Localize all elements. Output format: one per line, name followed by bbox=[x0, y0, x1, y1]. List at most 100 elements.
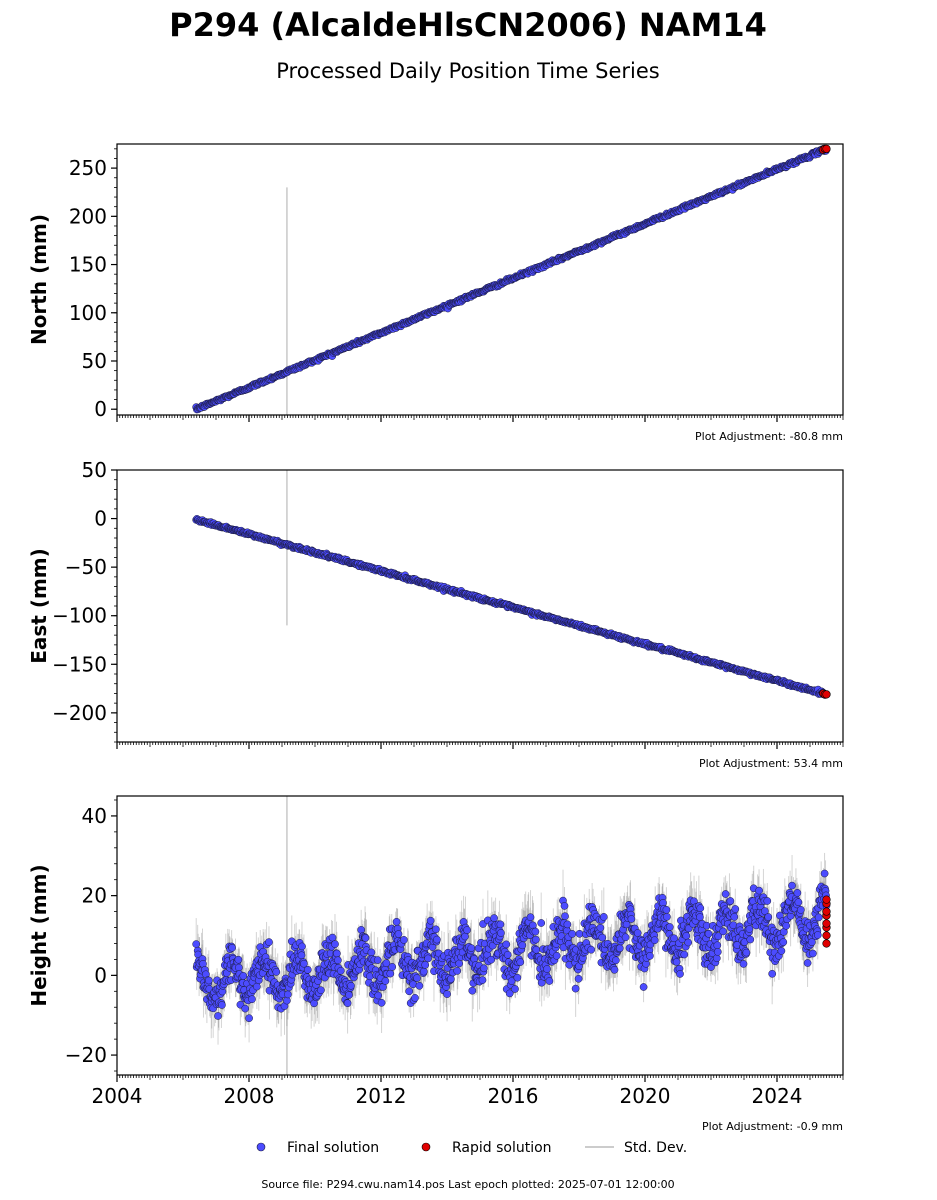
y-tick-label: 0 bbox=[94, 397, 107, 421]
y-tick-label: 200 bbox=[69, 204, 107, 228]
final-point bbox=[297, 951, 306, 960]
final-point bbox=[478, 976, 487, 984]
final-point bbox=[253, 982, 261, 991]
final-point bbox=[343, 999, 352, 1008]
final-point bbox=[497, 929, 505, 937]
final-point bbox=[532, 935, 540, 944]
final-point bbox=[300, 959, 308, 968]
final-point bbox=[272, 968, 281, 976]
axes-frame bbox=[116, 469, 844, 743]
final-point bbox=[599, 913, 608, 921]
final-point bbox=[421, 961, 430, 969]
final-point bbox=[627, 915, 636, 923]
final-point bbox=[712, 954, 721, 963]
final-point bbox=[560, 902, 569, 910]
y-axis-label: East (mm) bbox=[27, 548, 51, 664]
rapid-solution-points bbox=[819, 144, 831, 154]
final-point bbox=[433, 935, 441, 944]
final-point bbox=[511, 985, 519, 993]
final-point bbox=[726, 897, 735, 905]
final-point bbox=[680, 950, 689, 959]
final-point bbox=[531, 927, 540, 936]
final-point bbox=[639, 983, 648, 991]
final-point bbox=[745, 925, 754, 933]
final-point bbox=[574, 974, 583, 983]
final-point bbox=[571, 984, 580, 993]
final-point bbox=[713, 948, 722, 956]
final-point bbox=[730, 913, 739, 921]
final-point bbox=[682, 932, 691, 940]
final-point bbox=[381, 977, 390, 985]
east-panel: −200 −150 −100 −50 0 50 East (mm) Plot Adjustme… bbox=[27, 458, 844, 770]
final-point bbox=[621, 933, 630, 942]
final-point bbox=[794, 898, 803, 907]
final-point bbox=[235, 963, 243, 972]
final-point bbox=[650, 936, 659, 945]
final-point bbox=[331, 940, 339, 948]
final-point bbox=[192, 940, 201, 948]
final-point bbox=[526, 913, 535, 922]
final-point bbox=[405, 987, 414, 996]
final-point bbox=[468, 986, 477, 995]
final-point bbox=[373, 956, 382, 964]
final-point bbox=[411, 994, 419, 1002]
final-point bbox=[382, 959, 391, 968]
final-point bbox=[684, 938, 693, 947]
final-point bbox=[796, 906, 805, 914]
final-point bbox=[357, 926, 366, 934]
rapid-point bbox=[822, 144, 831, 153]
y-tick-label: −50 bbox=[65, 555, 107, 579]
chart-subtitle: Processed Daily Position Time Series bbox=[276, 59, 660, 83]
final-point bbox=[782, 921, 791, 930]
plot-area bbox=[192, 144, 831, 415]
final-point bbox=[646, 952, 654, 960]
final-point bbox=[704, 929, 713, 938]
final-point bbox=[563, 920, 572, 929]
final-point bbox=[386, 969, 395, 978]
final-point bbox=[336, 966, 345, 975]
final-point bbox=[361, 934, 370, 942]
final-point bbox=[366, 972, 374, 981]
y-tick-label: −200 bbox=[52, 701, 107, 725]
y-tick-label: 150 bbox=[69, 253, 107, 277]
final-point bbox=[721, 890, 730, 898]
final-point bbox=[516, 958, 525, 966]
final-point bbox=[532, 945, 541, 954]
final-point bbox=[298, 942, 306, 951]
final-point bbox=[419, 967, 428, 976]
final-point bbox=[248, 995, 256, 1004]
final-point bbox=[496, 920, 505, 929]
final-point bbox=[764, 913, 773, 921]
final-point bbox=[426, 916, 435, 925]
final-point bbox=[345, 991, 353, 999]
final-point bbox=[455, 959, 464, 968]
final-point bbox=[415, 981, 424, 990]
final-point bbox=[367, 948, 376, 957]
final-point bbox=[480, 964, 488, 973]
final-point bbox=[719, 927, 727, 936]
final-point bbox=[394, 930, 403, 938]
final-point bbox=[245, 1014, 253, 1023]
final-point bbox=[392, 917, 401, 926]
final-point bbox=[214, 1012, 222, 1020]
final-point bbox=[672, 958, 681, 966]
final-point bbox=[241, 1004, 250, 1013]
chart-title: P294 (AlcaldeHlsCN2006) NAM14 bbox=[169, 6, 767, 44]
y-axis-label: North (mm) bbox=[27, 214, 51, 345]
final-point bbox=[317, 986, 325, 995]
final-point bbox=[755, 886, 763, 895]
y-tick-label: 0 bbox=[94, 507, 107, 531]
final-point bbox=[676, 970, 684, 978]
final-point bbox=[490, 914, 498, 922]
final-point bbox=[731, 905, 740, 913]
final-point bbox=[596, 923, 605, 932]
final-solution-points bbox=[192, 515, 831, 699]
final-point bbox=[505, 989, 514, 998]
final-point bbox=[779, 938, 788, 946]
final-point bbox=[763, 897, 772, 905]
final-point bbox=[587, 945, 596, 954]
final-point bbox=[545, 977, 554, 985]
final-point bbox=[374, 991, 383, 1000]
final-point bbox=[788, 881, 796, 890]
